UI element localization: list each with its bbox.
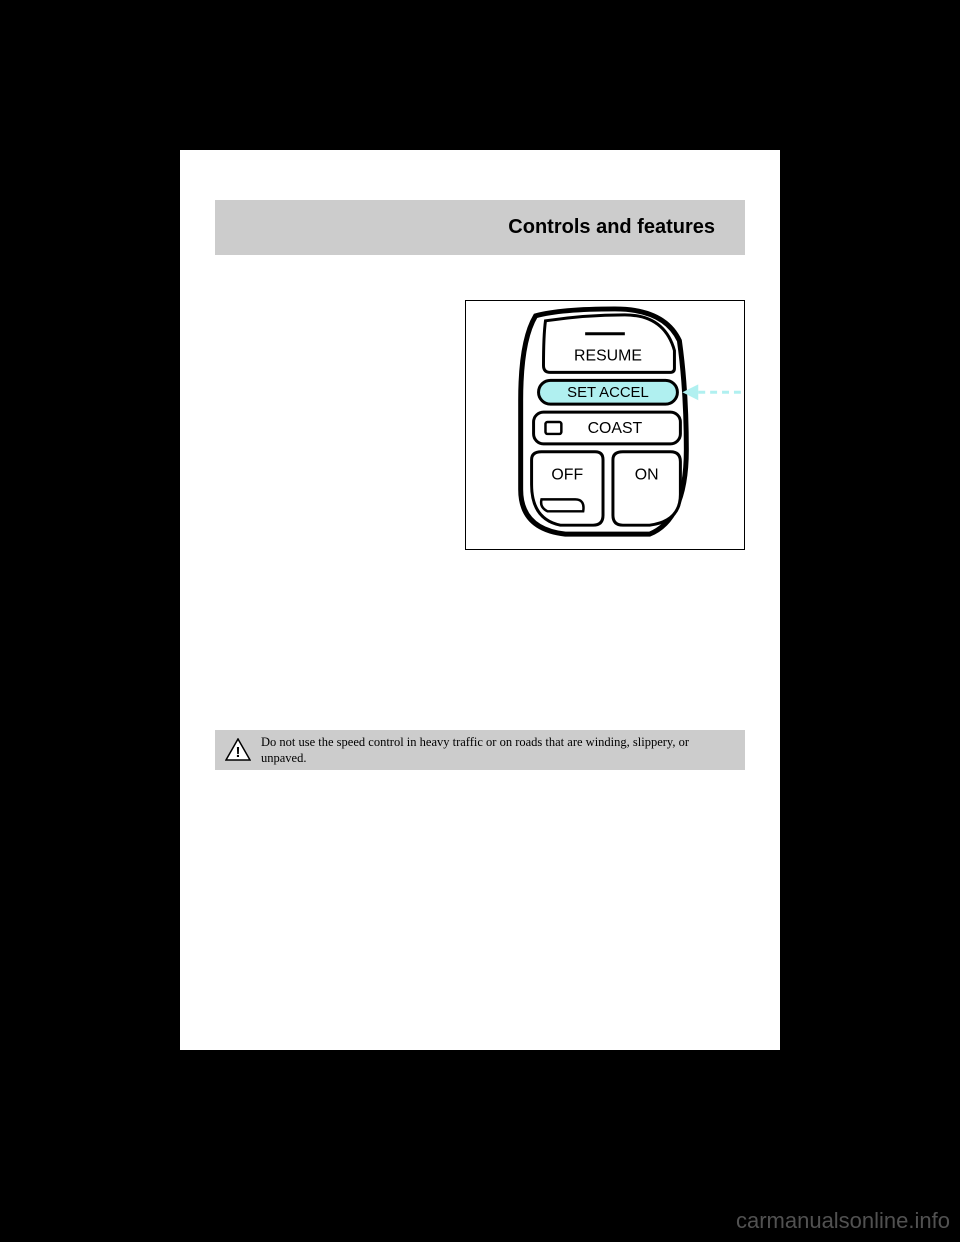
- off-button-shape: [532, 452, 603, 525]
- warning-text: Do not use the speed control in heavy tr…: [261, 734, 735, 767]
- coast-indicator: [545, 422, 561, 434]
- control-pad-svg: RESUME SET ACCEL COAST OFF ON: [466, 301, 744, 549]
- highlight-arrow: [682, 384, 744, 400]
- set-accel-label: SET ACCEL: [567, 385, 649, 401]
- on-label: ON: [635, 467, 659, 484]
- cruise-control-diagram: RESUME SET ACCEL COAST OFF ON: [465, 300, 745, 550]
- warning-callout: ! Do not use the speed control in heavy …: [215, 730, 745, 770]
- page-title: Controls and features: [508, 216, 715, 239]
- watermark: carmanualsonline.info: [736, 1208, 950, 1234]
- off-indicator: [541, 499, 583, 511]
- resume-label: RESUME: [574, 348, 642, 365]
- warning-icon: !: [225, 738, 251, 762]
- on-button-shape: [613, 452, 680, 525]
- document-page: Controls and features RESUME SET ACCEL C…: [180, 150, 780, 1050]
- coast-label: COAST: [588, 420, 643, 437]
- off-label: OFF: [551, 467, 583, 484]
- svg-text:!: !: [236, 744, 241, 761]
- page-header: Controls and features: [215, 200, 745, 255]
